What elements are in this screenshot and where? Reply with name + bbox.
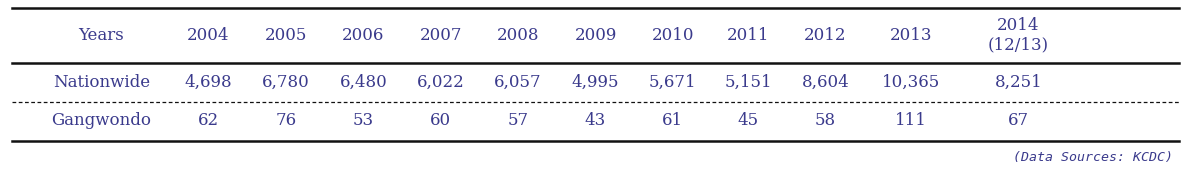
Text: 6,057: 6,057 xyxy=(494,74,542,91)
Text: Nationwide: Nationwide xyxy=(52,74,150,91)
Text: 8,604: 8,604 xyxy=(802,74,849,91)
Text: 2009: 2009 xyxy=(574,27,617,44)
Text: 2013: 2013 xyxy=(890,27,933,44)
Text: Years: Years xyxy=(79,27,124,44)
Text: 60: 60 xyxy=(430,112,451,129)
Text: 76: 76 xyxy=(275,112,297,129)
Text: 2014
(12/13): 2014 (12/13) xyxy=(987,17,1049,54)
Text: Gangwondo: Gangwondo xyxy=(51,112,151,129)
Text: 2008: 2008 xyxy=(497,27,540,44)
Text: 2012: 2012 xyxy=(804,27,847,44)
Text: 2007: 2007 xyxy=(419,27,462,44)
Text: 58: 58 xyxy=(815,112,836,129)
Text: 43: 43 xyxy=(585,112,606,129)
Text: 62: 62 xyxy=(198,112,219,129)
Text: 6,022: 6,022 xyxy=(417,74,464,91)
Text: 5,151: 5,151 xyxy=(724,74,772,91)
Text: 67: 67 xyxy=(1008,112,1029,129)
Text: 8,251: 8,251 xyxy=(994,74,1042,91)
Text: 4,698: 4,698 xyxy=(185,74,232,91)
Text: 2011: 2011 xyxy=(727,27,769,44)
Text: 2010: 2010 xyxy=(651,27,694,44)
Text: 6,480: 6,480 xyxy=(339,74,387,91)
Text: 10,365: 10,365 xyxy=(883,74,940,91)
Text: 5,671: 5,671 xyxy=(649,74,697,91)
Text: 6,780: 6,780 xyxy=(262,74,310,91)
Text: 2005: 2005 xyxy=(264,27,307,44)
Text: 45: 45 xyxy=(737,112,759,129)
Text: 4,995: 4,995 xyxy=(572,74,619,91)
Text: 2004: 2004 xyxy=(187,27,230,44)
Text: 61: 61 xyxy=(662,112,684,129)
Text: 57: 57 xyxy=(507,112,529,129)
Text: 111: 111 xyxy=(896,112,927,129)
Text: 53: 53 xyxy=(353,112,374,129)
Text: 2006: 2006 xyxy=(342,27,385,44)
Text: (Data Sources: KCDC): (Data Sources: KCDC) xyxy=(1014,151,1173,164)
